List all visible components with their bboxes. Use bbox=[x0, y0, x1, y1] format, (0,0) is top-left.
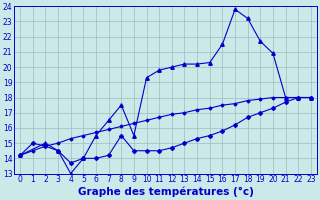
X-axis label: Graphe des températures (°c): Graphe des températures (°c) bbox=[77, 187, 253, 197]
